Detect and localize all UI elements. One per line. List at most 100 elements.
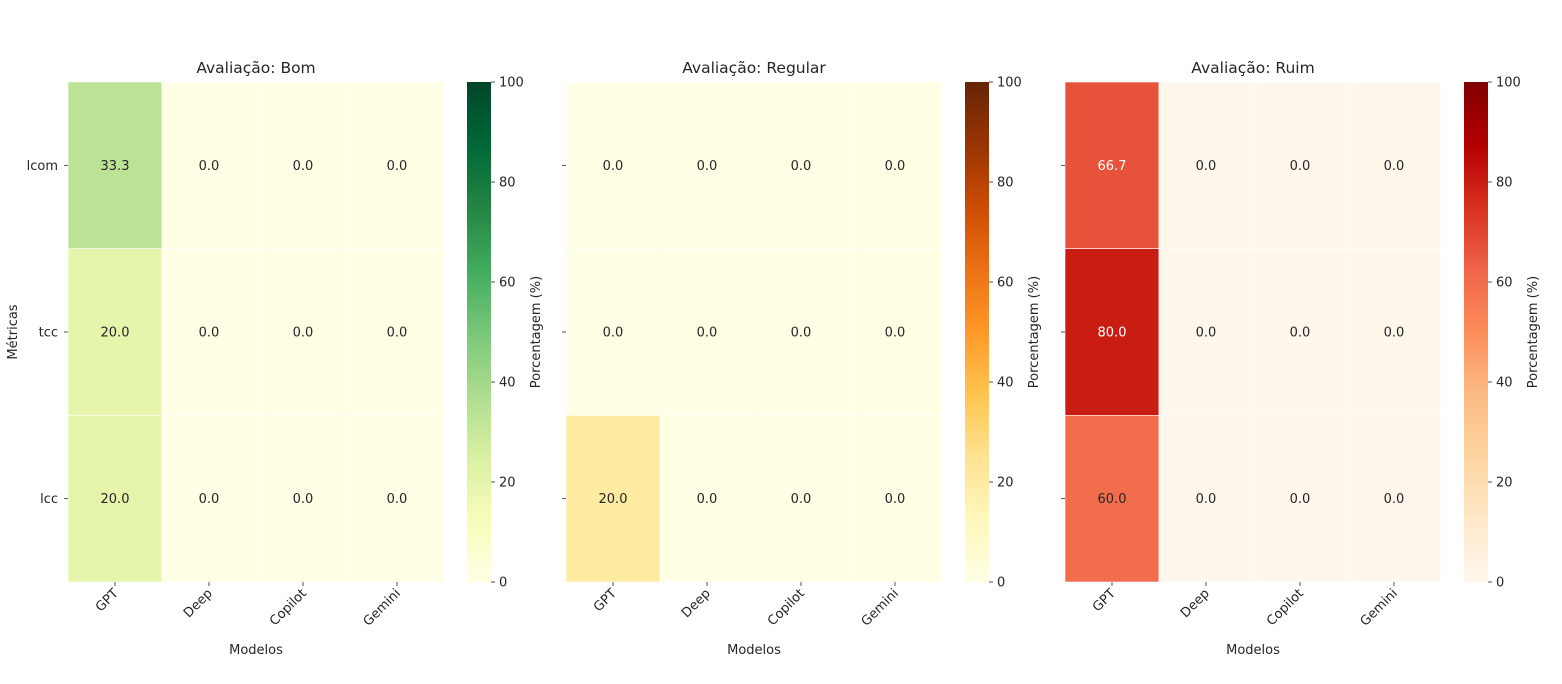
cell-value-label: 0.0 [199, 492, 220, 507]
cell-value-label: 0.0 [1384, 326, 1405, 341]
colorbar-tick-label: 80 [1496, 176, 1513, 191]
x-tick-label: Deep [1178, 586, 1213, 621]
cell-value-label: 0.0 [603, 326, 624, 341]
cell-value-label: 0.0 [387, 326, 408, 341]
heatmap-cell [659, 81, 755, 249]
colorbar-tick-label: 40 [499, 376, 516, 391]
x-axis-label: Modelos [727, 643, 781, 658]
cell-value-label: 0.0 [885, 326, 906, 341]
heatmap-cell [1064, 81, 1160, 249]
heatmap-panel-0: Avaliação: Bom 33.3 0.0 0.0 0.0 20.0 0.0 0.0 0.0… [6, 59, 544, 658]
colorbar-tick-label: 40 [997, 376, 1014, 391]
cell-value-label: 0.0 [697, 159, 718, 174]
chart-title: Avaliação: Bom [196, 59, 315, 77]
colorbar [467, 82, 491, 582]
cell-value-label: 20.0 [101, 492, 130, 507]
heatmap-cell [1158, 248, 1254, 416]
heatmap-cell [753, 248, 849, 416]
colorbar-label: Porcentagem (%) [1526, 276, 1541, 388]
cell-value-label: 80.0 [1098, 326, 1127, 341]
cell-value-label: 0.0 [199, 159, 220, 174]
colorbar-label: Porcentagem (%) [529, 276, 544, 388]
heatmap-cell [1346, 415, 1442, 583]
colorbar-tick-label: 80 [997, 176, 1014, 191]
heatmap-cell [161, 248, 257, 416]
heatmap-cell [1064, 248, 1160, 416]
cell-value-label: 0.0 [1290, 326, 1311, 341]
x-tick-label: GPT [93, 586, 122, 615]
x-axis-label: Modelos [229, 643, 283, 658]
cell-value-label: 0.0 [791, 492, 812, 507]
heatmap-cell [753, 415, 849, 583]
x-tick-label: Copilot [765, 586, 808, 629]
heatmap-panel-2: Avaliação: Ruim 66.7 0.0 0.0 0.0 80.0 0.0 0.0 0.… [1061, 59, 1541, 658]
colorbar-tick-label: 80 [499, 176, 516, 191]
cell-value-label: 0.0 [603, 159, 624, 174]
x-tick-label: Deep [679, 586, 714, 621]
colorbar [1464, 82, 1488, 582]
chart-title: Avaliação: Regular [682, 59, 826, 77]
cell-value-label: 0.0 [199, 326, 220, 341]
heatmap-cell [847, 81, 943, 249]
cell-value-label: 33.3 [101, 159, 130, 174]
y-tick-label: tcc [39, 326, 58, 341]
y-axis-label: Métricas [6, 304, 21, 359]
cell-value-label: 0.0 [791, 326, 812, 341]
x-axis-label: Modelos [1226, 643, 1280, 658]
heatmap-cell [1158, 415, 1254, 583]
heatmap-cell [565, 248, 661, 416]
colorbar-tick-label: 20 [1496, 476, 1513, 491]
x-tick-label: Copilot [1264, 586, 1307, 629]
heatmap-cell [1346, 81, 1442, 249]
heatmap-cell [349, 415, 445, 583]
colorbar [965, 82, 989, 582]
heatmap-cell [161, 81, 257, 249]
cell-value-label: 0.0 [293, 326, 314, 341]
x-tick-label: Gemini [1358, 586, 1401, 629]
colorbar-tick-label: 60 [997, 276, 1014, 291]
cell-value-label: 0.0 [1196, 492, 1217, 507]
x-tick-label: Copilot [267, 586, 310, 629]
cell-value-label: 0.0 [293, 492, 314, 507]
cell-value-label: 0.0 [1196, 159, 1217, 174]
cell-value-label: 20.0 [101, 326, 130, 341]
cell-value-label: 0.0 [697, 492, 718, 507]
heatmap-cell [753, 81, 849, 249]
heatmap-panel-1: Avaliação: Regular 0.0 0.0 0.0 0.0 0.0 0.0 0.0 0… [562, 59, 1042, 658]
heatmap-cell [1252, 248, 1348, 416]
colorbar-label: Porcentagem (%) [1027, 276, 1042, 388]
x-tick-label: Gemini [361, 586, 404, 629]
heatmap-cell [349, 248, 445, 416]
heatmap-cell [659, 415, 755, 583]
x-tick-label: GPT [591, 586, 620, 615]
heatmap-cell [847, 248, 943, 416]
x-tick-label: Deep [181, 586, 216, 621]
chart-title: Avaliação: Ruim [1191, 59, 1314, 77]
heatmap-cell [659, 248, 755, 416]
colorbar-tick-label: 20 [499, 476, 516, 491]
heatmap-cell [1064, 415, 1160, 583]
colorbar-tick-label: 40 [1496, 376, 1513, 391]
cell-value-label: 0.0 [387, 159, 408, 174]
heatmap-cell [255, 81, 351, 249]
cell-value-label: 0.0 [387, 492, 408, 507]
cell-value-label: 0.0 [885, 159, 906, 174]
heatmap-cell [847, 415, 943, 583]
heatmap-cell [67, 81, 163, 249]
cell-value-label: 0.0 [1290, 159, 1311, 174]
heatmap-cell [255, 248, 351, 416]
cell-value-label: 0.0 [697, 326, 718, 341]
colorbar-tick-label: 100 [997, 76, 1022, 91]
colorbar-tick-label: 0 [499, 576, 507, 591]
colorbar-tick-label: 20 [997, 476, 1014, 491]
x-tick-label: Gemini [859, 586, 902, 629]
y-tick-label: lcom [27, 159, 58, 174]
cell-value-label: 0.0 [1196, 326, 1217, 341]
cell-value-label: 0.0 [293, 159, 314, 174]
cell-value-label: 60.0 [1098, 492, 1127, 507]
cell-value-label: 20.0 [599, 492, 628, 507]
colorbar-tick-label: 60 [1496, 276, 1513, 291]
heatmap-cell [67, 248, 163, 416]
cell-value-label: 66.7 [1098, 159, 1127, 174]
